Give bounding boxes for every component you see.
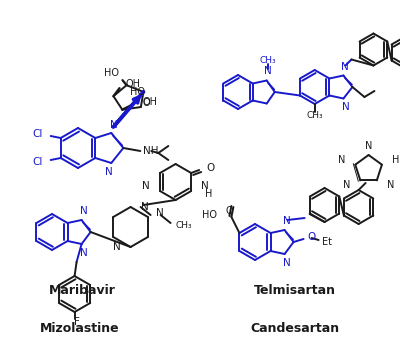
Text: N: N bbox=[80, 206, 88, 216]
Text: H: H bbox=[392, 155, 399, 165]
Text: N: N bbox=[283, 216, 290, 226]
Text: O: O bbox=[308, 232, 316, 242]
Text: N: N bbox=[264, 66, 272, 77]
Text: CH₃: CH₃ bbox=[306, 112, 323, 120]
Text: N: N bbox=[342, 102, 349, 113]
Text: HO: HO bbox=[130, 87, 145, 97]
Text: Cl: Cl bbox=[32, 129, 43, 139]
Text: OH: OH bbox=[142, 97, 157, 107]
Text: N: N bbox=[110, 120, 118, 130]
Text: O: O bbox=[226, 206, 233, 216]
Text: N: N bbox=[106, 167, 113, 177]
Text: N: N bbox=[201, 181, 209, 191]
Text: OH: OH bbox=[126, 79, 140, 89]
Text: N: N bbox=[113, 242, 120, 252]
Text: Candesartan: Candesartan bbox=[250, 321, 340, 335]
Text: Maribavir: Maribavir bbox=[48, 283, 116, 297]
Text: N: N bbox=[80, 248, 88, 258]
Text: N: N bbox=[365, 141, 372, 151]
Text: N: N bbox=[156, 208, 163, 218]
Text: N: N bbox=[387, 180, 394, 190]
Text: O: O bbox=[206, 163, 214, 173]
Text: N: N bbox=[338, 155, 345, 165]
Text: N: N bbox=[140, 202, 148, 212]
Text: Mizolastine: Mizolastine bbox=[40, 321, 120, 335]
Text: N: N bbox=[343, 180, 350, 190]
Text: Telmisartan: Telmisartan bbox=[254, 283, 336, 297]
Text: CH₃: CH₃ bbox=[176, 220, 192, 230]
Text: Cl: Cl bbox=[32, 157, 43, 167]
Text: N: N bbox=[283, 258, 290, 268]
Text: HO: HO bbox=[202, 210, 218, 220]
Text: NH: NH bbox=[143, 146, 159, 156]
Text: CH₃: CH₃ bbox=[260, 56, 276, 65]
Text: F: F bbox=[74, 317, 80, 327]
Text: N: N bbox=[340, 61, 348, 72]
Text: HO: HO bbox=[104, 68, 118, 78]
Text: Et: Et bbox=[322, 237, 332, 247]
Text: O: O bbox=[142, 98, 150, 108]
Text: N: N bbox=[142, 181, 150, 191]
Text: H: H bbox=[205, 189, 212, 199]
